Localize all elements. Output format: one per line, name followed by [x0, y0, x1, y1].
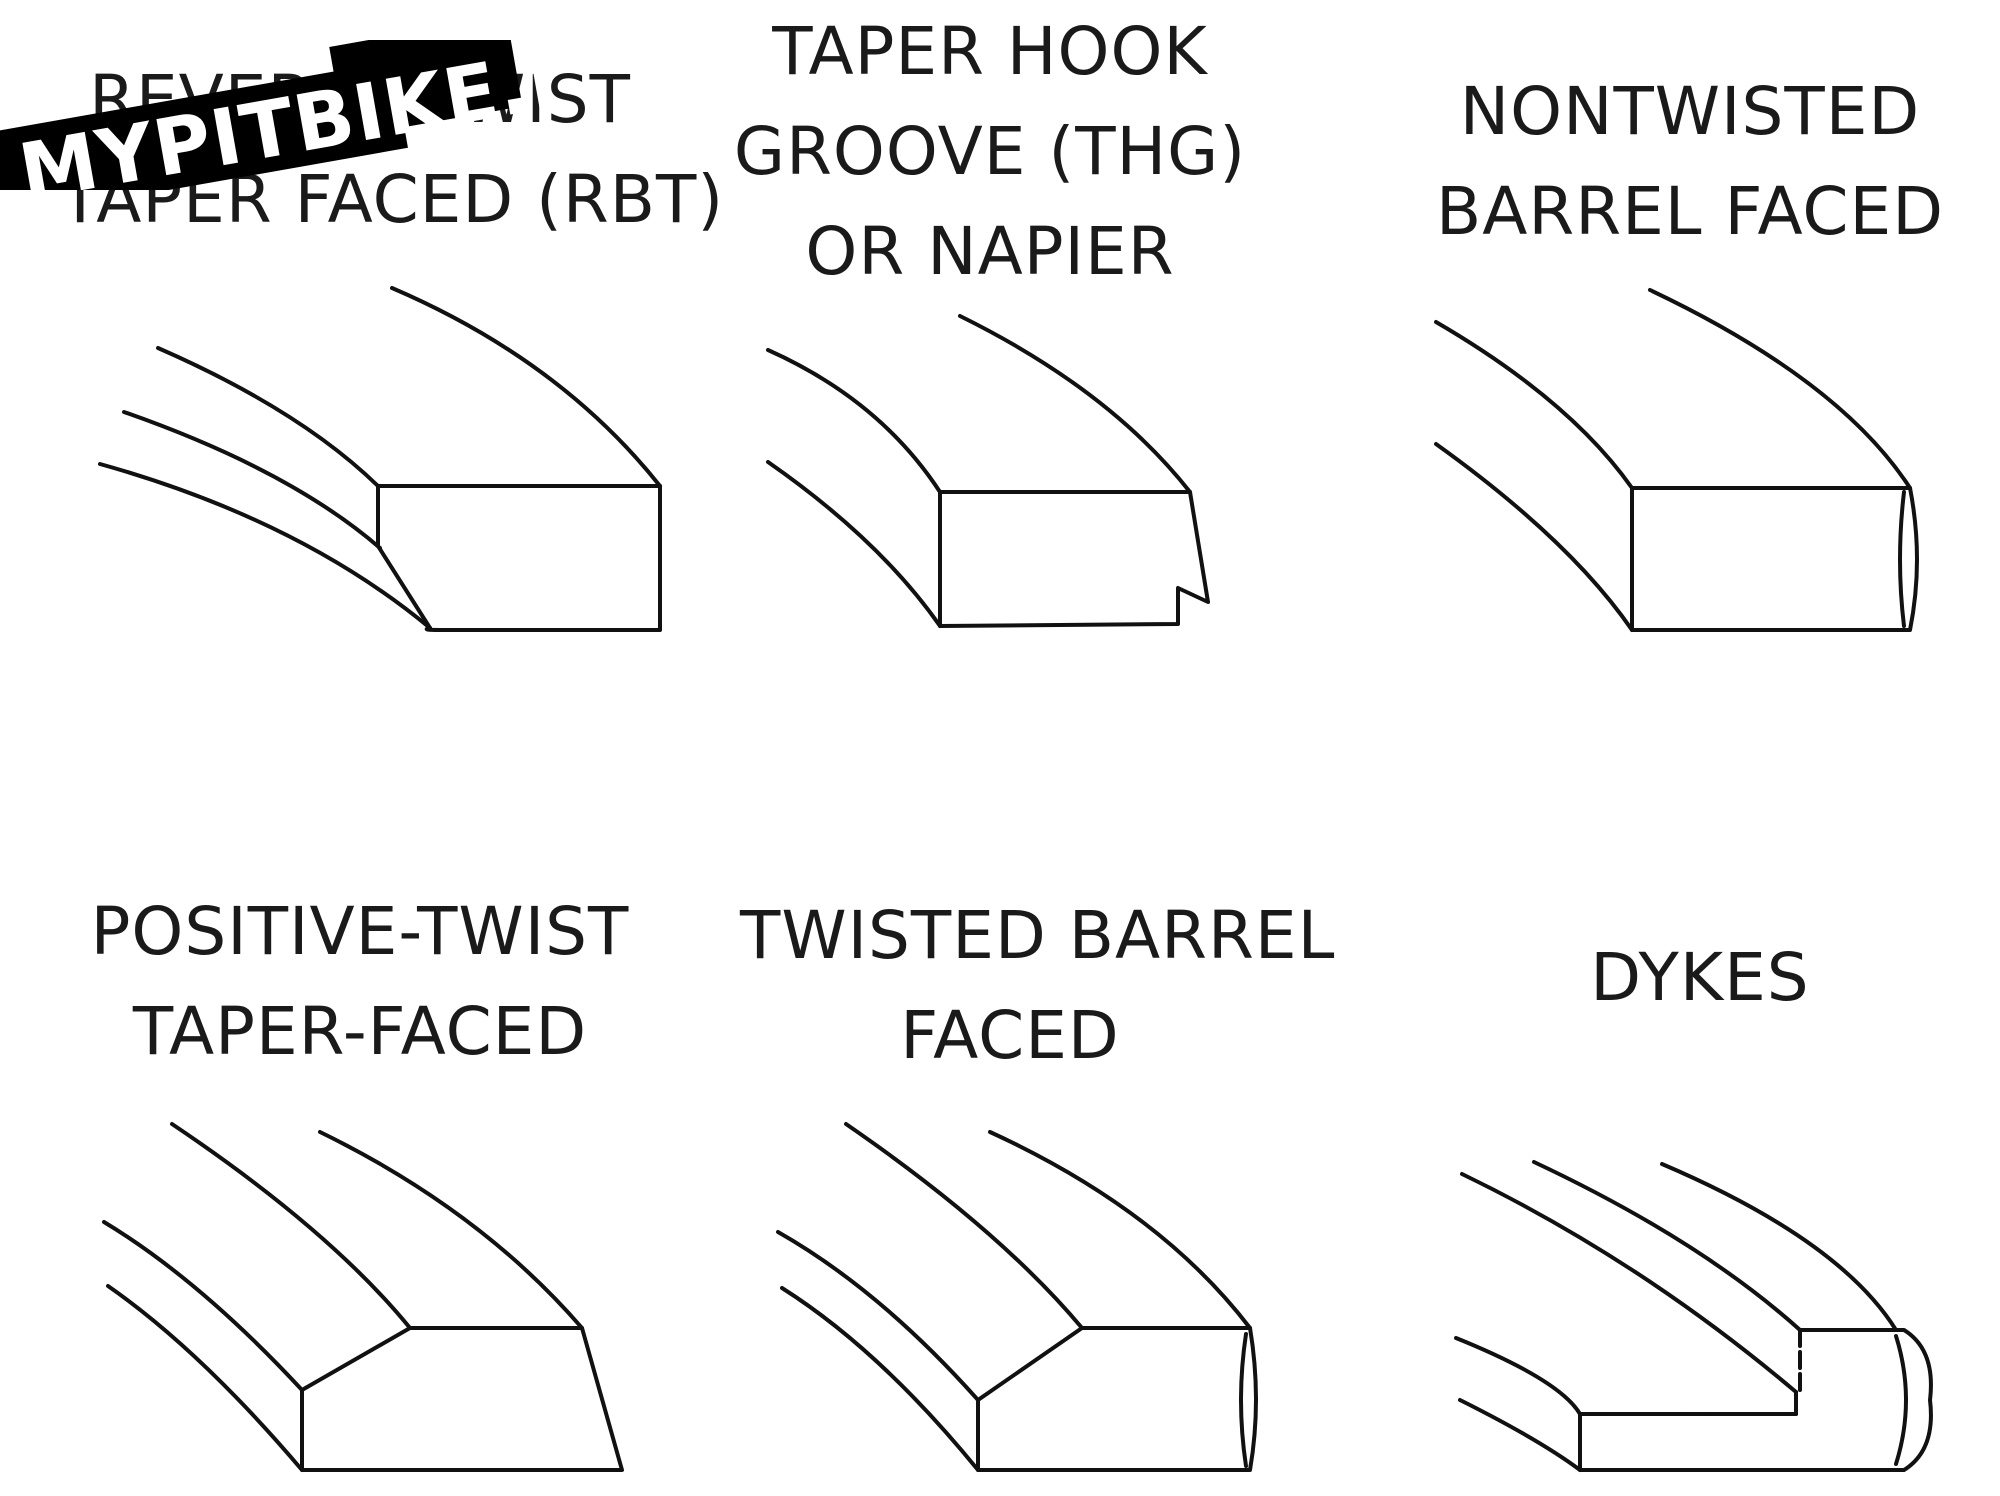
ring-thg-drawing: [766, 314, 1210, 628]
label-ntbf-line1: NONTWISTED: [1459, 73, 1921, 150]
ring-rbt-drawing: [98, 286, 662, 632]
label-thg-line3: OR NAPIER: [805, 213, 1175, 290]
label-thg-line1: TAPER HOOK: [772, 13, 1208, 90]
label-dykes: DYKES: [1500, 928, 1900, 1028]
label-ntbf-line2: BARREL FACED: [1435, 173, 1945, 250]
ring-dykes-drawing: [1454, 1160, 1933, 1472]
label-tbf-line2: FACED: [900, 997, 1120, 1074]
label-thg-line2: GROOVE (THG): [733, 113, 1247, 190]
label-tbf-line1: TWISTED BARREL: [740, 897, 1336, 974]
ring-ntbf-drawing: [1434, 288, 1919, 632]
label-ptt-line1: POSITIVE-TWIST: [90, 893, 630, 970]
watermark-logo: MYPITBIKE.RU: [0, 40, 540, 190]
label-ptt-line2: TAPER-FACED: [132, 993, 588, 1070]
label-dykes-line1: DYKES: [1590, 939, 1810, 1016]
label-ptt: POSITIVE-TWIST TAPER-FACED: [80, 882, 640, 1082]
ring-tbf-drawing: [776, 1122, 1258, 1472]
ring-ptt-drawing: [102, 1122, 624, 1472]
label-tbf: TWISTED BARREL FACED: [740, 886, 1336, 1086]
label-ntbf: NONTWISTED BARREL FACED: [1430, 62, 1950, 262]
label-thg: TAPER HOOK GROOVE (THG) OR NAPIER: [730, 2, 1250, 302]
